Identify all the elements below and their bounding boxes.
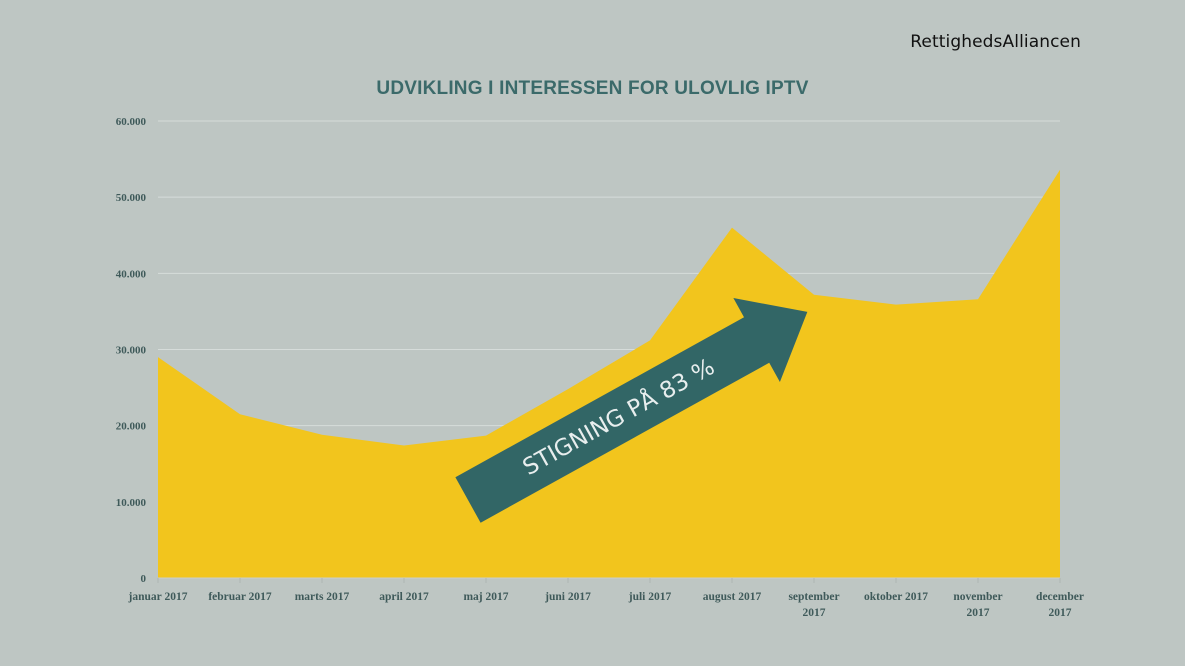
x-tick-label: oktober 2017	[864, 591, 928, 603]
area-fill	[158, 169, 1060, 578]
y-tick-label: 60.000	[116, 116, 147, 128]
y-tick-label: 10.000	[116, 497, 147, 509]
x-tick-label: april 2017	[379, 591, 429, 603]
x-tick-label: februar 2017	[208, 591, 272, 603]
y-axis-ticks: 0 10.000 20.000 30.000 40.000 50.000 60.000	[116, 116, 147, 585]
area-series	[158, 169, 1060, 578]
x-tick-label: juli 2017	[628, 591, 672, 603]
y-tick-label: 50.000	[116, 192, 147, 204]
growth-arrow	[455, 298, 808, 523]
x-tick-label: december 2017	[1036, 591, 1084, 619]
y-tick-label: 30.000	[116, 345, 147, 357]
chart-title: UDVIKLING I INTERESSEN FOR ULOVLIG IPTV	[376, 78, 809, 99]
x-tick-label: september 2017	[788, 591, 839, 619]
y-tick-label: 20.000	[116, 421, 147, 433]
x-tick-label: marts 2017	[295, 591, 350, 603]
x-tick-label: november 2017	[953, 591, 1002, 619]
x-tick-label: august 2017	[703, 591, 762, 603]
y-tick-label: 0	[141, 573, 147, 585]
x-tick-label: januar 2017	[128, 591, 188, 603]
x-axis-ticks: januar 2017 februar 2017 marts 2017 april 2…	[128, 577, 1084, 619]
x-tick-label: maj 2017	[463, 591, 508, 603]
y-tick-label: 40.000	[116, 268, 147, 280]
x-tick-label: juni 2017	[544, 591, 591, 603]
brand-name: RettighedsAlliancen	[910, 32, 1081, 52]
